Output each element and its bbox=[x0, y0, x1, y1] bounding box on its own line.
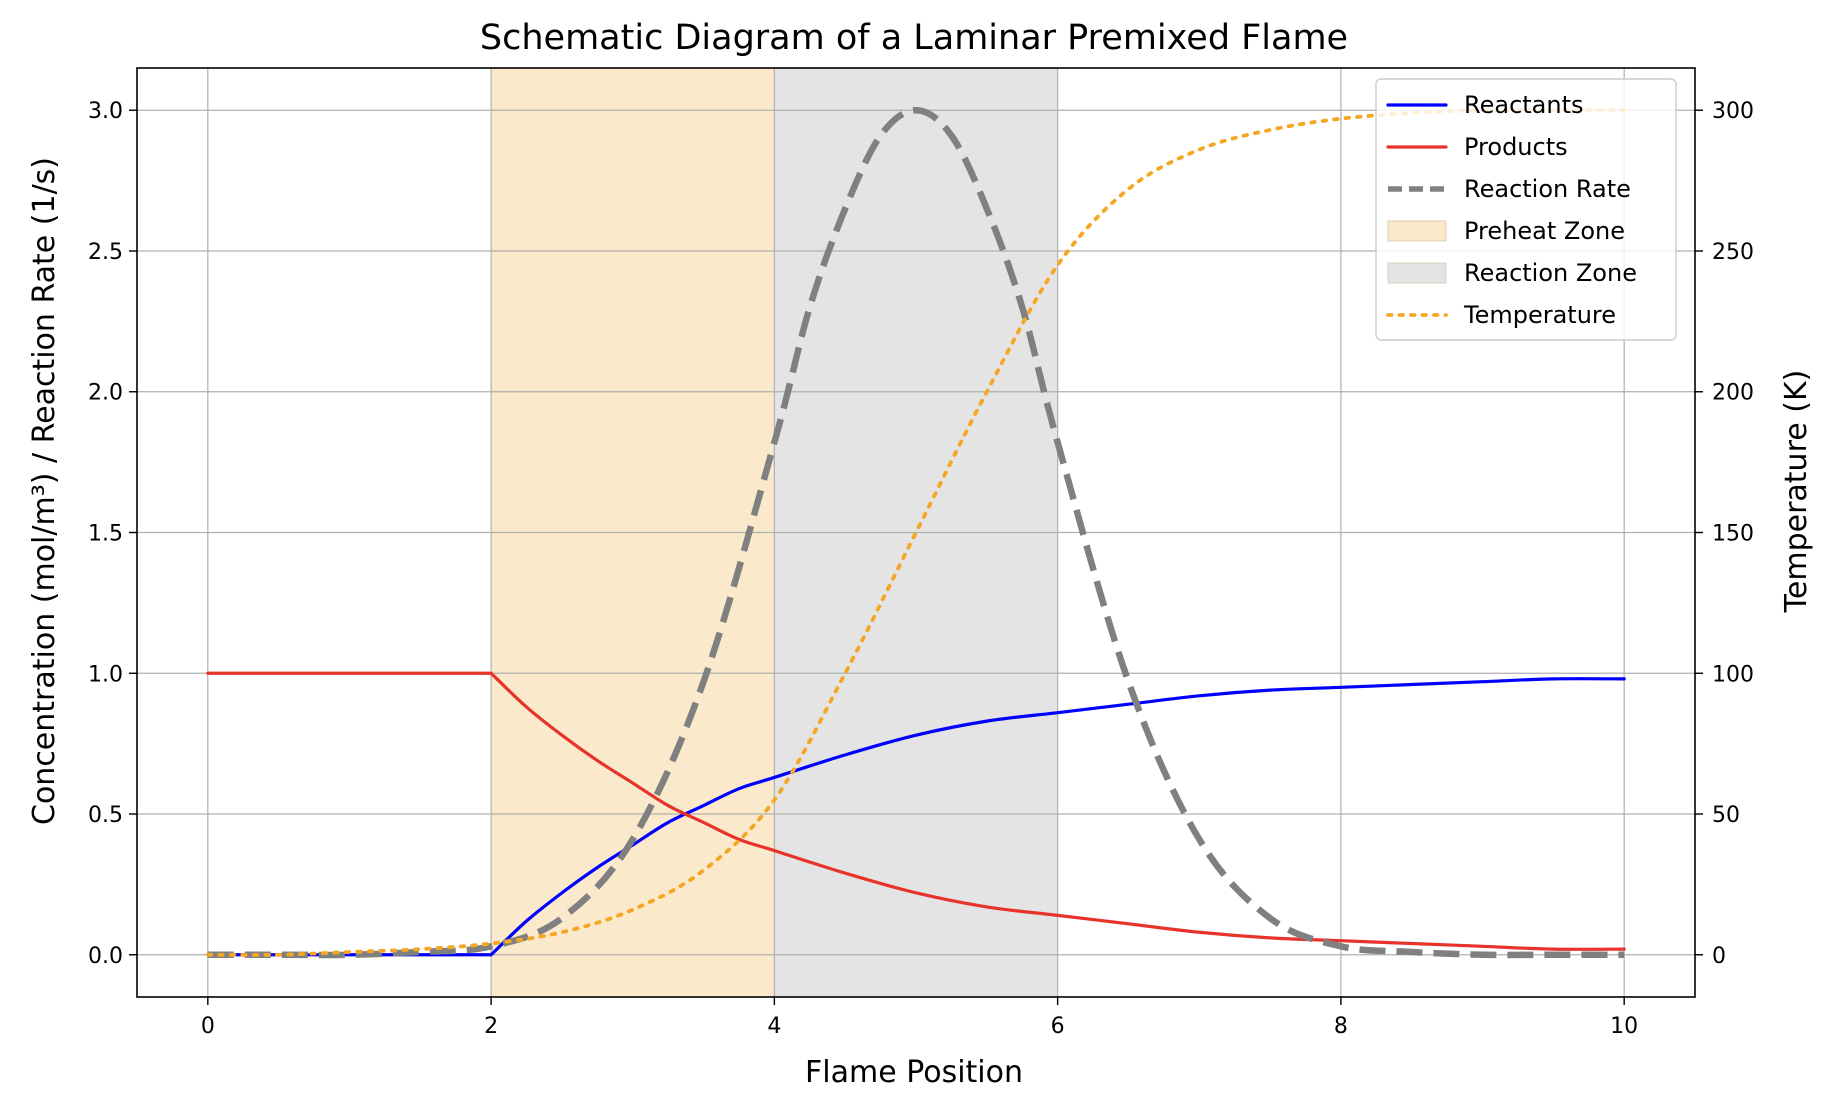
legend-swatch-reaction-zone bbox=[1387, 262, 1447, 284]
y-tick-label: 0.5 bbox=[88, 803, 123, 828]
series-line-reaction-rate bbox=[207, 106, 1625, 959]
y-tick-label: 1.5 bbox=[88, 522, 123, 547]
y-axis-label: Concentration (mol/m³) / Reaction Rate (… bbox=[27, 157, 62, 825]
x-tick-label: 0 bbox=[201, 1014, 215, 1039]
legend-label-reactants: Reactants bbox=[1464, 91, 1584, 119]
y2-tick-label: 300 bbox=[1712, 99, 1754, 124]
series-layer bbox=[205, 106, 1627, 959]
legend-box bbox=[1375, 78, 1677, 341]
x-tick-label: 10 bbox=[1610, 1014, 1638, 1039]
y2-tick-label: 0 bbox=[1712, 944, 1726, 969]
y-tick-label: 0.0 bbox=[88, 944, 123, 969]
y2-axis-label: Temperature (K) bbox=[1779, 370, 1814, 614]
y2-tick-label: 200 bbox=[1712, 381, 1754, 406]
ticks-layer: 0 2 4 6 8 10 0.0 0.5 1.0 1.5 2.0 2.5 3.0 0 50 100 150 200… bbox=[88, 99, 1754, 1039]
x-tick-label: 8 bbox=[1334, 1014, 1348, 1039]
series-line-reactants bbox=[206, 677, 1626, 957]
legend: Reactants Products Reaction Rate Preheat Zo… bbox=[1375, 78, 1677, 341]
series-line-temperature bbox=[205, 108, 1627, 957]
legend-swatch-preheat-zone bbox=[1387, 220, 1447, 242]
series-line-products bbox=[206, 671, 1626, 951]
y-tick-label: 2.5 bbox=[88, 240, 123, 265]
legend-label-reaction-rate: Reaction Rate bbox=[1464, 175, 1631, 203]
y2-tick-label: 100 bbox=[1712, 662, 1754, 687]
y2-tick-label: 250 bbox=[1712, 240, 1754, 265]
legend-label-preheat-zone: Preheat Zone bbox=[1464, 217, 1625, 245]
x-tick-label: 4 bbox=[767, 1014, 781, 1039]
chart-title: Schematic Diagram of a Laminar Premixed … bbox=[480, 18, 1348, 58]
x-tick-label: 6 bbox=[1051, 1014, 1065, 1039]
y-tick-label: 3.0 bbox=[88, 99, 123, 124]
x-tick-label: 2 bbox=[484, 1014, 498, 1039]
y2-tick-label: 50 bbox=[1712, 803, 1740, 828]
y2-tick-label: 150 bbox=[1712, 522, 1754, 547]
y-tick-label: 2.0 bbox=[88, 381, 123, 406]
legend-label-products: Products bbox=[1464, 133, 1568, 161]
x-axis-label: Flame Position bbox=[805, 1055, 1023, 1090]
legend-label-reaction-zone: Reaction Zone bbox=[1464, 259, 1637, 287]
legend-label-temperature: Temperature bbox=[1463, 301, 1616, 329]
y-tick-label: 1.0 bbox=[88, 662, 123, 687]
